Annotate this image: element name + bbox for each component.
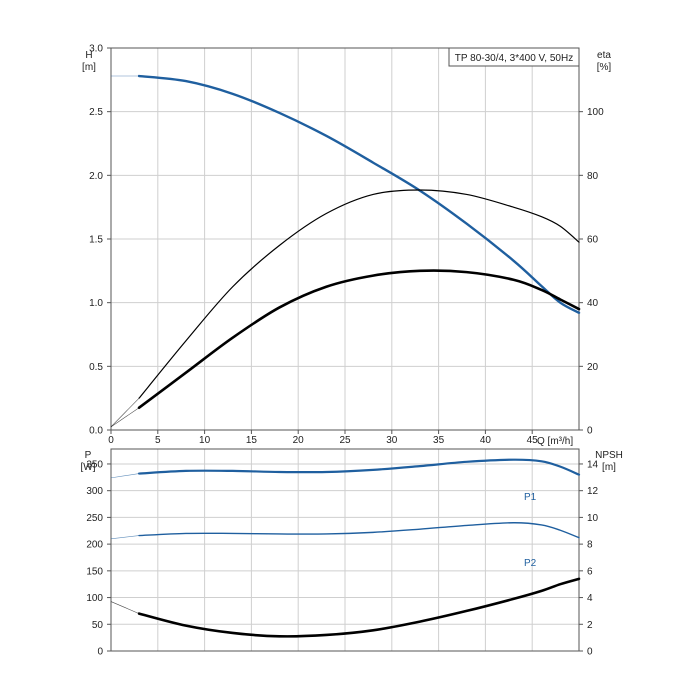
- series-extension-P1: [110, 473, 140, 479]
- y-axis-label-power: P: [85, 450, 92, 461]
- y-tick-label: 250: [86, 513, 103, 524]
- y2-tick-label: 0: [587, 426, 593, 437]
- y-tick-label: 150: [86, 566, 103, 577]
- bottom-grid: [111, 449, 580, 651]
- series-line-eta_thick: [137, 269, 581, 410]
- y-tick-label: 0.0: [89, 426, 103, 437]
- y-tick-label: 100: [86, 593, 103, 604]
- y2-tick-label: 100: [587, 107, 604, 118]
- top-ticks: 0.0 0.5 1.0 1.5 2.0 2.5 3.0 0 20 40 60 80 100 0 5 10 15 2…: [89, 44, 604, 447]
- series-extension-eta_thick: [110, 407, 140, 428]
- y2-tick-label: 10: [587, 513, 599, 524]
- y-tick-label: 2.5: [89, 107, 103, 118]
- series-line-eta_thin: [138, 189, 580, 399]
- y2-axis-unit-eta: [%]: [597, 62, 612, 73]
- y2-axis-unit-npsh: [m]: [602, 462, 616, 473]
- y-tick-label: 2.0: [89, 171, 103, 182]
- x-tick-label: 10: [199, 435, 211, 446]
- y-axis-unit-power: [W]: [81, 462, 96, 473]
- bottom-ticks: 0 50 100 150 200 250 300 350 0 2 4 6 8 10 12 14: [86, 459, 598, 657]
- y2-tick-label: 6: [587, 566, 593, 577]
- y-tick-label: 1.0: [89, 298, 103, 309]
- series-extension-P2: [110, 535, 140, 540]
- y-tick-label: 300: [86, 486, 103, 497]
- y2-axis-label-eta: eta: [597, 50, 611, 61]
- y-axis-label-head: H: [85, 50, 92, 61]
- y2-tick-label: 20: [587, 362, 599, 373]
- y2-tick-label: 2: [587, 620, 593, 631]
- x-tick-label: 0: [108, 435, 114, 446]
- chart-title: TP 80-30/4, 3*400 V, 50Hz: [455, 53, 573, 64]
- x-tick-label: 25: [339, 435, 351, 446]
- y2-axis-label-npsh: NPSH: [595, 450, 623, 461]
- y-tick-label: 200: [86, 540, 103, 551]
- chart-title-box: [448, 47, 580, 67]
- bottom-curves: [110, 458, 581, 638]
- y2-tick-label: 0: [587, 647, 593, 658]
- head-efficiency-chart: 0.0 0.5 1.0 1.5 2.0 2.5 3.0 0 20 40 60 80 100 0 5 10 15 2…: [82, 44, 611, 448]
- series-label-p1: P1: [524, 492, 537, 503]
- x-tick-label: 40: [480, 435, 492, 446]
- y2-tick-label: 60: [587, 235, 599, 246]
- x-tick-label: 30: [386, 435, 398, 446]
- y2-tick-label: 40: [587, 298, 599, 309]
- power-npsh-chart: 0 50 100 150 200 250 300 350 0 2 4 6 8 10 12 14 P [W] N…: [81, 448, 623, 658]
- y-tick-label: 0: [97, 647, 103, 658]
- y2-tick-label: 12: [587, 486, 599, 497]
- series-line-P2: [138, 522, 580, 539]
- y2-tick-label: 14: [587, 459, 599, 470]
- series-line-npsh: [137, 577, 581, 638]
- bottom-plot-frame: [110, 448, 580, 652]
- x-tick-label: 5: [155, 435, 161, 446]
- x-tick-label: 45: [527, 435, 539, 446]
- top-curves: [110, 74, 581, 428]
- y2-tick-label: 80: [587, 171, 599, 182]
- y-tick-label: 1.5: [89, 235, 103, 246]
- x-axis-label-flow: Q [m³/h]: [537, 436, 573, 447]
- x-tick-label: 20: [293, 435, 305, 446]
- y-axis-unit-head: [m]: [82, 62, 96, 73]
- series-line-P1: [137, 458, 581, 476]
- y-tick-label: 0.5: [89, 362, 103, 373]
- top-grid: [111, 47, 580, 430]
- series-line-head: [137, 74, 581, 315]
- y2-tick-label: 4: [587, 593, 593, 604]
- x-tick-label: 35: [433, 435, 445, 446]
- y-tick-label: 3.0: [89, 44, 103, 55]
- y2-tick-label: 8: [587, 540, 593, 551]
- series-extension-npsh: [110, 601, 140, 614]
- x-tick-label: 15: [246, 435, 258, 446]
- series-label-p2: P2: [524, 558, 537, 569]
- y-tick-label: 350: [86, 459, 103, 470]
- y-tick-label: 50: [92, 620, 104, 631]
- series-extension-eta_thin: [110, 397, 140, 428]
